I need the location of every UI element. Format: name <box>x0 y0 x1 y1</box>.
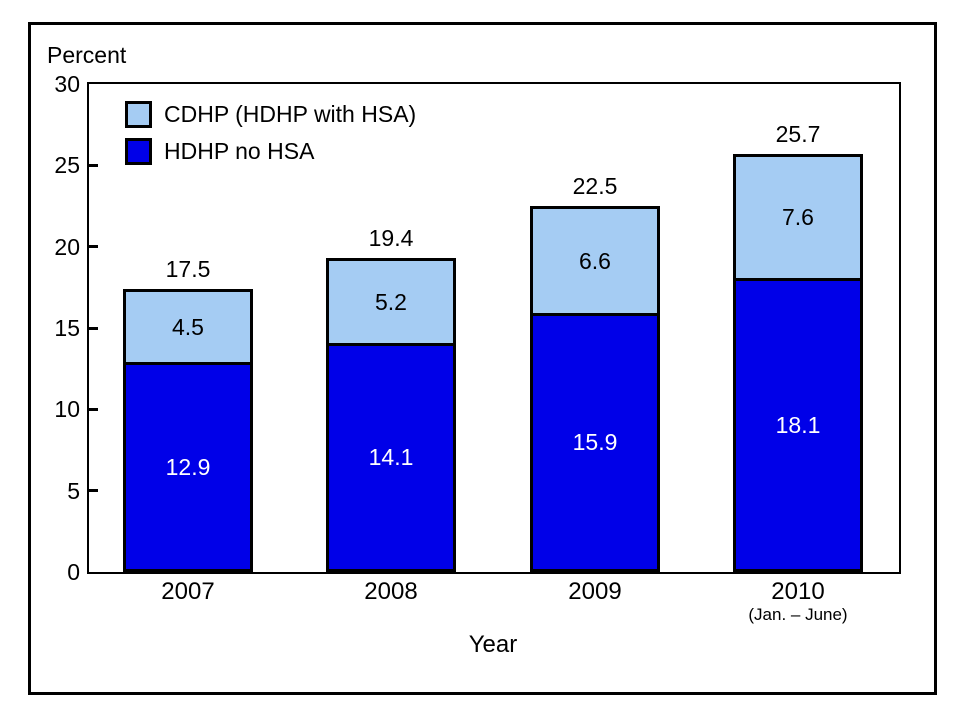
y-axis-tick-label: 30 <box>54 71 80 97</box>
x-axis-category-label: 2007 <box>161 578 215 605</box>
legend: CDHP (HDHP with HSA) HDHP no HSA <box>125 101 416 175</box>
y-axis-tick-label: 10 <box>54 396 80 422</box>
bar-segment-hdhp-no-hsa: 12.9 <box>123 362 253 572</box>
bar-segment-hdhp-no-hsa: 14.1 <box>326 343 456 572</box>
legend-label-cdhp: CDHP (HDHP with HSA) <box>164 101 417 127</box>
bar-value-label-hdhp: 12.9 <box>165 453 211 480</box>
bar-value-label-cdhp: 4.5 <box>172 313 204 340</box>
legend-label-hdhp: HDHP no HSA <box>164 138 315 164</box>
legend-swatch-cdhp <box>125 101 152 128</box>
bar-segment-cdhp: 6.6 <box>530 206 660 316</box>
bar-total-label: 19.4 <box>368 225 414 251</box>
bar-value-label-cdhp: 7.6 <box>782 204 814 230</box>
y-axis-tick <box>89 408 98 411</box>
y-axis-tick-label: 25 <box>54 152 80 178</box>
y-axis-tick <box>89 164 98 167</box>
bar-total-label: 17.5 <box>165 256 211 282</box>
x-axis-category-label: 2009 <box>568 578 622 605</box>
bar-segment-cdhp: 7.6 <box>733 154 863 281</box>
x-axis-category-sublabel: (Jan. – June) <box>748 605 848 624</box>
plot-area: 12.9 4.5 17.5 14.1 5.2 19.4 15.9 6.6 22.5 18.1 7.6… <box>87 82 901 574</box>
y-axis-tick-label: 0 <box>67 559 80 585</box>
bar-value-label-hdhp: 14.1 <box>368 444 414 470</box>
legend-item-cdhp: CDHP (HDHP with HSA) <box>125 101 416 128</box>
bar-segment-cdhp: 5.2 <box>326 258 456 346</box>
legend-item-hdhp: HDHP no HSA <box>125 138 416 165</box>
y-axis-tick <box>89 245 98 248</box>
y-axis-tick-label: 20 <box>54 234 80 260</box>
bar-value-label-cdhp: 6.6 <box>579 247 611 274</box>
bar-segment-cdhp: 4.5 <box>123 289 253 365</box>
bar-value-label-hdhp: 15.9 <box>572 429 618 455</box>
bar-value-label-cdhp: 5.2 <box>375 288 407 315</box>
legend-swatch-hdhp <box>125 138 152 165</box>
bar-value-label-hdhp: 18.1 <box>775 411 821 438</box>
y-axis-tick <box>89 489 98 492</box>
bar-total-label: 25.7 <box>775 121 821 147</box>
y-axis-tick <box>89 327 98 330</box>
y-axis-tick-label: 15 <box>54 315 80 341</box>
bar-segment-hdhp-no-hsa: 15.9 <box>530 313 660 572</box>
x-axis-category-label: 2010 <box>771 578 825 605</box>
y-axis-tick-label: 5 <box>67 478 80 504</box>
x-axis-title: Year <box>468 631 518 658</box>
y-axis-title: Percent <box>47 42 127 68</box>
bar-segment-hdhp-no-hsa: 18.1 <box>733 278 863 572</box>
bar-total-label: 22.5 <box>572 173 618 199</box>
x-axis-category-label: 2008 <box>364 578 418 605</box>
